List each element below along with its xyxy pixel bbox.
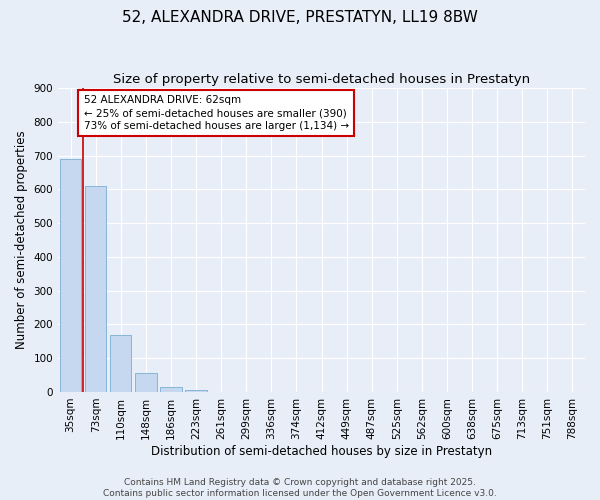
Bar (85, 186, 106, 392)
X-axis label: Distribution of semi-detached houses by size in Prestatyn: Distribution of semi-detached houses by … (151, 444, 492, 458)
Bar (135, 372, 157, 392)
Bar (185, 390, 207, 392)
Text: 52 ALEXANDRA DRIVE: 62sqm
← 25% of semi-detached houses are smaller (390)
73% of: 52 ALEXANDRA DRIVE: 62sqm ← 25% of semi-… (83, 95, 349, 131)
Text: Contains HM Land Registry data © Crown copyright and database right 2025.
Contai: Contains HM Land Registry data © Crown c… (103, 478, 497, 498)
Title: Size of property relative to semi-detached houses in Prestatyn: Size of property relative to semi-detach… (113, 72, 530, 86)
Y-axis label: Number of semi-detached properties: Number of semi-detached properties (15, 130, 28, 350)
Bar (60, 159, 81, 392)
Bar (160, 387, 182, 392)
Bar (110, 334, 131, 392)
Text: 52, ALEXANDRA DRIVE, PRESTATYN, LL19 8BW: 52, ALEXANDRA DRIVE, PRESTATYN, LL19 8BW (122, 10, 478, 25)
